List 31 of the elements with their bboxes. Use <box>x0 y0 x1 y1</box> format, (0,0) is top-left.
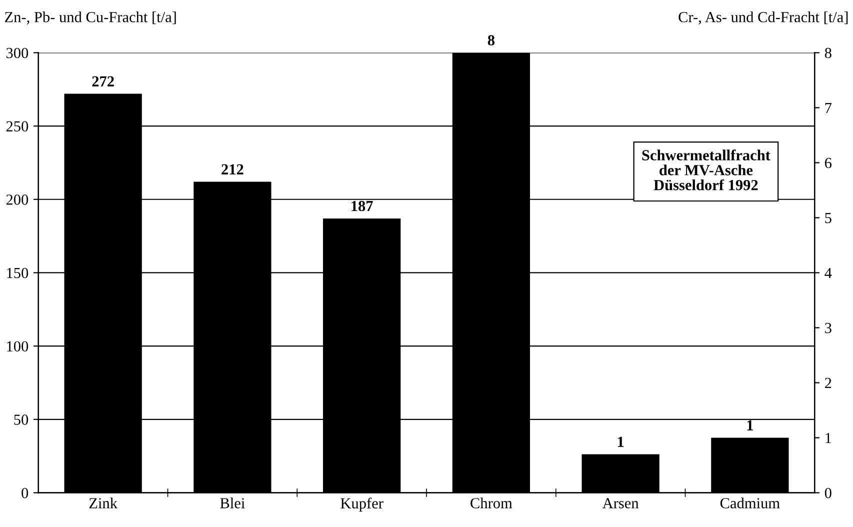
y-tick-label: 100 <box>7 341 28 352</box>
y2-tick-label: 3 <box>825 322 832 334</box>
data-label: 1 <box>618 436 624 447</box>
y-tick-label: 50 <box>14 414 28 425</box>
y2-tick-label: 2 <box>825 378 832 388</box>
y-tick-label: 150 <box>7 268 28 278</box>
x-tick-label: Arsen <box>602 498 639 508</box>
annotation: Schwermetallfracht der MV-Asche Düsseldorf 1992 <box>642 150 770 190</box>
y-tick-label: 250 <box>6 121 28 132</box>
y-tick-label: 200 <box>6 194 28 205</box>
y2-tick-label: 5 <box>825 213 832 224</box>
y2-tick-label: 0 <box>824 488 832 498</box>
data-label: 1 <box>747 420 753 430</box>
y2-tick-label: 4 <box>824 268 832 278</box>
x-tick-label: Chrom <box>470 498 512 508</box>
y-tick-label: 0 <box>22 488 28 498</box>
x-tick-label: Zink <box>89 498 118 508</box>
y2-axis-title: Cr-, As- und Cd-Fracht [t/a] <box>678 12 848 24</box>
data-label: 187 <box>352 200 373 212</box>
data-label: 272 <box>92 76 114 86</box>
data-label: 8 <box>488 35 494 46</box>
y2-tick-label: 1 <box>826 432 832 444</box>
data-label: 212 <box>222 164 244 174</box>
y2-tick-label: 6 <box>824 158 832 168</box>
y-tick-label: 300 <box>6 48 28 58</box>
x-tick-label: Kupfer <box>340 498 384 512</box>
y-axis-title: Zn-, Pb- und Cu-Fracht [t/a] <box>4 12 176 24</box>
y2-tick-label: 7 <box>825 103 832 114</box>
x-tick-label: Cadmium <box>720 498 780 508</box>
x-tick-label: Blei <box>220 498 245 508</box>
y2-tick-label: 8 <box>824 48 832 58</box>
